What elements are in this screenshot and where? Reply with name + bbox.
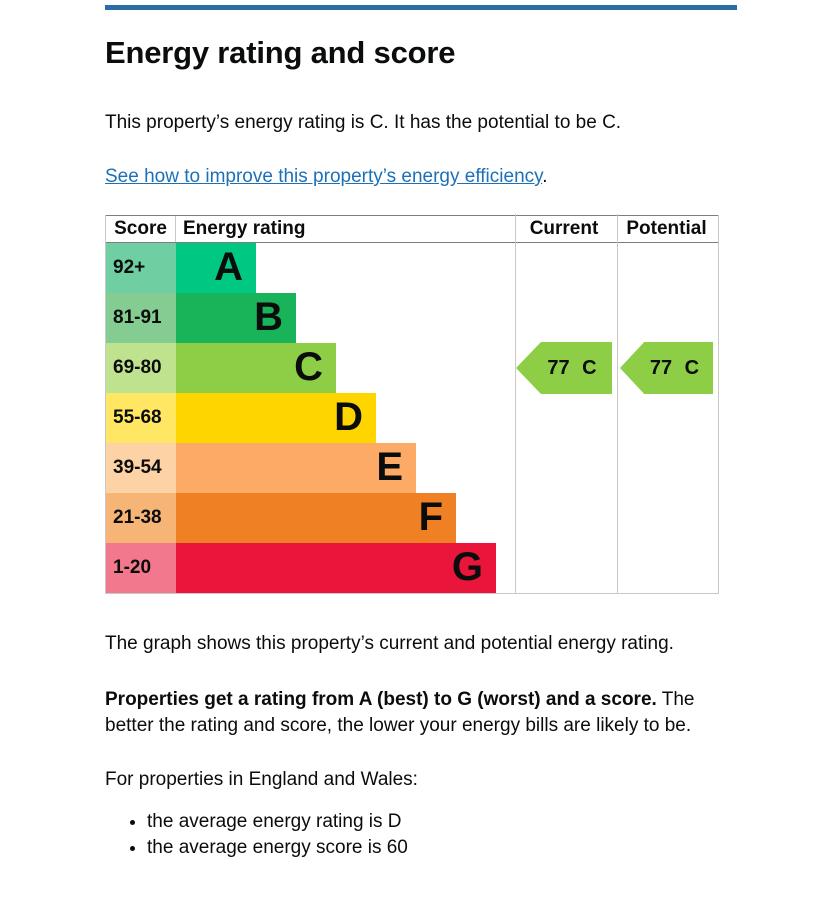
list-item-average-score: the average energy score is 60 [147,835,737,861]
column-header-potential: Potential [626,218,707,239]
chart-body: 92+ A 81-91 B 69-80 C 55-68 D 39-54 E 21-38 F 1-20 G 7… [106,214,718,593]
band-row-d: 55-68 D [106,393,718,443]
column-header-energy-rating: Energy rating [183,218,306,239]
band-row-a: 92+ A [106,243,718,293]
averages-list: the average energy rating is D the avera… [105,809,737,861]
region-heading-text: For properties in England and Wales: [105,769,418,790]
band-row-e: 39-54 E [106,443,718,493]
band-bar-f: F [176,493,456,543]
band-bar-c: C [176,343,336,393]
score-range-e: 39-54 [106,443,176,493]
score-range-c: 69-80 [106,343,176,393]
band-bar-e: E [176,443,416,493]
band-row-f: 21-38 F [106,493,718,543]
column-header-score: Score [106,216,176,242]
rating-explanation-rest: The better the rating and score, the low… [105,689,695,736]
band-bar-a: A [176,243,256,293]
rating-summary-text: This property’s energy rating is C. It h… [105,112,622,133]
improve-link-line: See how to improve this property’s energ… [105,164,737,189]
band-row-b: 81-91 B [106,293,718,343]
band-bar-b: B [176,293,296,343]
band-row-g: 1-20 G [106,543,718,593]
band-bar-d: D [176,393,376,443]
column-header-current: Current [529,218,599,239]
score-range-d: 55-68 [106,393,176,443]
current-column-divider [515,214,516,593]
score-range-f: 21-38 [106,493,176,543]
list-item-average-rating: the average energy rating is D [147,809,737,835]
page-title: Energy rating and score [105,35,456,70]
link-suffix-period: . [542,166,548,187]
score-range-g: 1-20 [106,543,176,593]
chart-header-row: Score Energy rating Current Potential [106,215,718,243]
energy-rating-page: Energy rating and score This property’s … [105,5,737,861]
potential-column-divider [617,214,618,593]
energy-rating-chart: Score Energy rating Current Potential 92… [105,214,719,594]
rating-explanation-bold: Properties get a rating from A (best) to… [105,689,657,710]
improve-efficiency-link[interactable]: See how to improve this property’s energ… [105,166,543,187]
band-row-c: 69-80 C [106,343,718,393]
rating-explanation-text: Properties get a rating from A (best) to… [105,687,737,739]
band-bar-g: G [176,543,496,593]
score-range-b: 81-91 [106,293,176,343]
graph-caption-text: The graph shows this property’s current … [105,633,674,654]
score-range-a: 92+ [106,243,176,293]
section-divider-rule [105,5,737,10]
